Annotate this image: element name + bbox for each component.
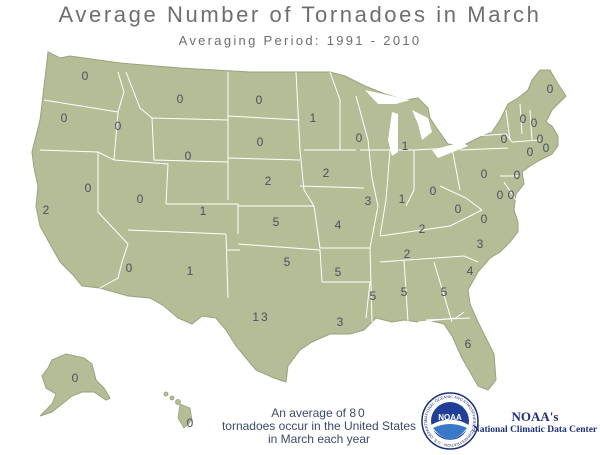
hawaii-shape [163,391,193,429]
state-value-nv: 0 [85,181,92,195]
noaa-logo: NOAA NATIONAL OCEANIC AND ATMOSPHERIC AD… [421,392,479,450]
alaska-shape [39,353,111,417]
state-value-or: 0 [61,111,68,125]
summary-text: An average of 80 tornadoes occur in the … [206,407,432,446]
state-value-tx: 13 [252,310,269,324]
state-value-ca: 2 [43,203,50,217]
state-value-pa: 0 [481,167,488,181]
state-value-ct: 0 [527,145,534,159]
state-value-hi: 0 [187,416,194,430]
state-value-nc: 3 [477,237,484,251]
state-value-wy: 0 [185,149,192,163]
state-value-mt: 0 [177,92,184,106]
lake-superior-shape [365,90,410,104]
state-value-de: 0 [508,188,515,202]
state-value-tn: 2 [419,222,426,236]
org-name: NOAA's National Climatic Data Center [470,409,600,435]
state-value-il: 3 [365,194,372,208]
state-value-sc: 4 [467,264,474,278]
state-value-oh: 0 [430,184,437,198]
state-value-nj: 0 [514,168,521,182]
state-value-ri: 0 [543,141,550,155]
state-value-ok: 5 [284,255,291,269]
state-value-in: 1 [399,192,406,206]
summary-total: 80 [349,406,367,420]
state-value-id: 0 [115,119,122,133]
state-value-wi: 0 [356,131,363,145]
state-value-ga: 5 [441,285,448,299]
lake-ontario-shape [470,126,492,136]
state-value-fl: 6 [465,337,472,351]
state-value-nm: 1 [187,264,194,278]
state-value-ma: 0 [537,132,544,146]
state-value-ks: 5 [273,215,280,229]
state-value-ms: 5 [370,289,377,303]
state-value-ny: 0 [501,132,508,146]
state-value-az: 0 [126,261,133,275]
state-value-me: 0 [547,82,554,96]
summary-line2: tornadoes occur in the United States [221,419,417,433]
state-value-ky: 2 [404,247,411,261]
state-value-md: 0 [497,188,504,202]
state-value-la: 3 [337,315,344,329]
state-value-ne: 2 [265,174,272,188]
lake-erie-shape [432,142,468,158]
state-value-ia: 2 [323,166,330,180]
state-value-ar: 5 [335,265,342,279]
state-value-mo: 4 [335,218,342,232]
lake-michigan-shape [388,112,398,156]
state-value-ut: 0 [137,192,144,206]
lake-huron-shape [412,110,432,140]
state-value-wv: 0 [455,202,462,216]
summary-line1-prefix: An average of [271,406,350,420]
state-value-mi: 1 [402,139,409,153]
noaa-logo-text: NOAA [438,413,462,422]
summary-line3: in March each year [267,432,371,446]
org-noaa: NOAA's [511,409,559,424]
state-value-nh: 0 [531,116,538,130]
org-center: National Climatic Data Center [472,425,598,435]
state-value-va: 0 [481,212,488,226]
state-value-wa: 0 [82,69,89,83]
state-value-vt: 0 [520,112,527,126]
map-subtitle: Averaging Period: 1991 - 2010 [178,33,422,48]
state-value-nd: 0 [256,93,263,107]
state-value-ak: 0 [72,371,79,385]
state-value-al: 5 [401,285,408,299]
state-value-co: 1 [200,204,207,218]
state-value-mn: 1 [310,111,317,125]
state-value-sd: 0 [257,135,264,149]
state-borders [39,71,541,323]
map-title: Average Number of Tornadoes in March [58,2,542,27]
